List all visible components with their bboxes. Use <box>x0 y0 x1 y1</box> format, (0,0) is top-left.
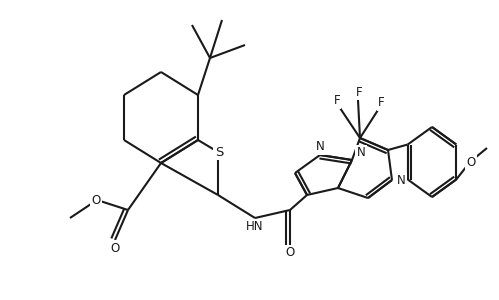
Text: F: F <box>334 94 340 107</box>
Text: F: F <box>356 85 362 98</box>
Text: O: O <box>467 155 476 169</box>
Text: O: O <box>91 194 101 206</box>
Text: N: N <box>316 140 324 154</box>
Text: O: O <box>110 242 120 254</box>
Text: HN: HN <box>246 220 264 233</box>
Text: F: F <box>378 97 384 110</box>
Text: S: S <box>215 146 223 158</box>
Text: N: N <box>397 173 405 187</box>
Text: O: O <box>285 247 294 260</box>
Text: N: N <box>357 146 365 160</box>
